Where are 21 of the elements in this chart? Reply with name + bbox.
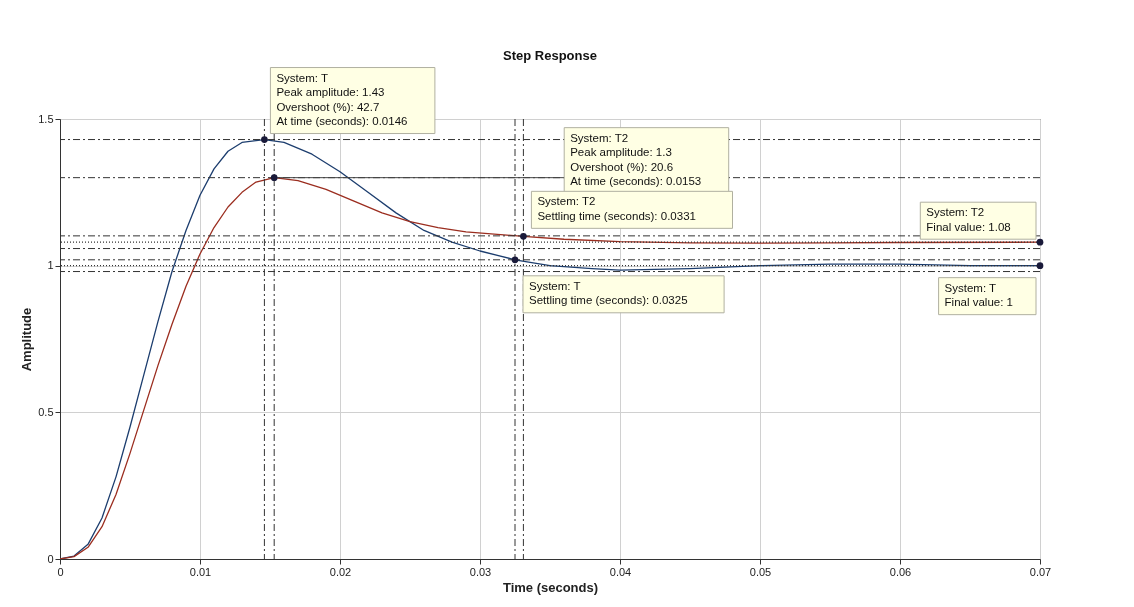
x-tick-label: 0.03 — [469, 565, 492, 578]
y-tick-label: 0.5 — [38, 405, 54, 418]
annotation: System: T Peak amplitude: 1.43 Overshoot (%): 42.7 At time (seconds): 0.0146 — [276, 71, 408, 128]
x-tick-label: 0.04 — [609, 565, 632, 578]
x-tick-label: 0 — [57, 565, 64, 578]
y-tick-label: 1.5 — [38, 112, 54, 125]
x-tick-label: 0.06 — [889, 565, 912, 578]
x-tick-label: 0.01 — [189, 565, 212, 578]
annotation: System: T2 Peak amplitude: 1.3 Overshoot (%): 20.6 At time (seconds): 0.0153 — [570, 131, 702, 188]
y-axis-title: Amplitude — [19, 307, 35, 372]
x-tick-label: 0.05 — [749, 565, 772, 578]
annotation: System: T Final value: 1 — [944, 281, 1014, 309]
x-axis-title: Time (seconds) — [502, 579, 599, 595]
annotation: System: T2 Settling time (seconds): 0.0331 — [537, 195, 696, 222]
y-tick-label: 0 — [47, 552, 54, 565]
x-tick-label: 0.07 — [1029, 565, 1052, 578]
x-tick-label: 0.02 — [329, 565, 352, 578]
annotation: System: T Settling time (seconds): 0.0325 — [529, 279, 688, 307]
y-tick-label: 1 — [47, 259, 54, 272]
annotation: System: T2 Final value: 1.08 — [926, 206, 1011, 233]
chart-title: Step Response — [503, 48, 597, 64]
